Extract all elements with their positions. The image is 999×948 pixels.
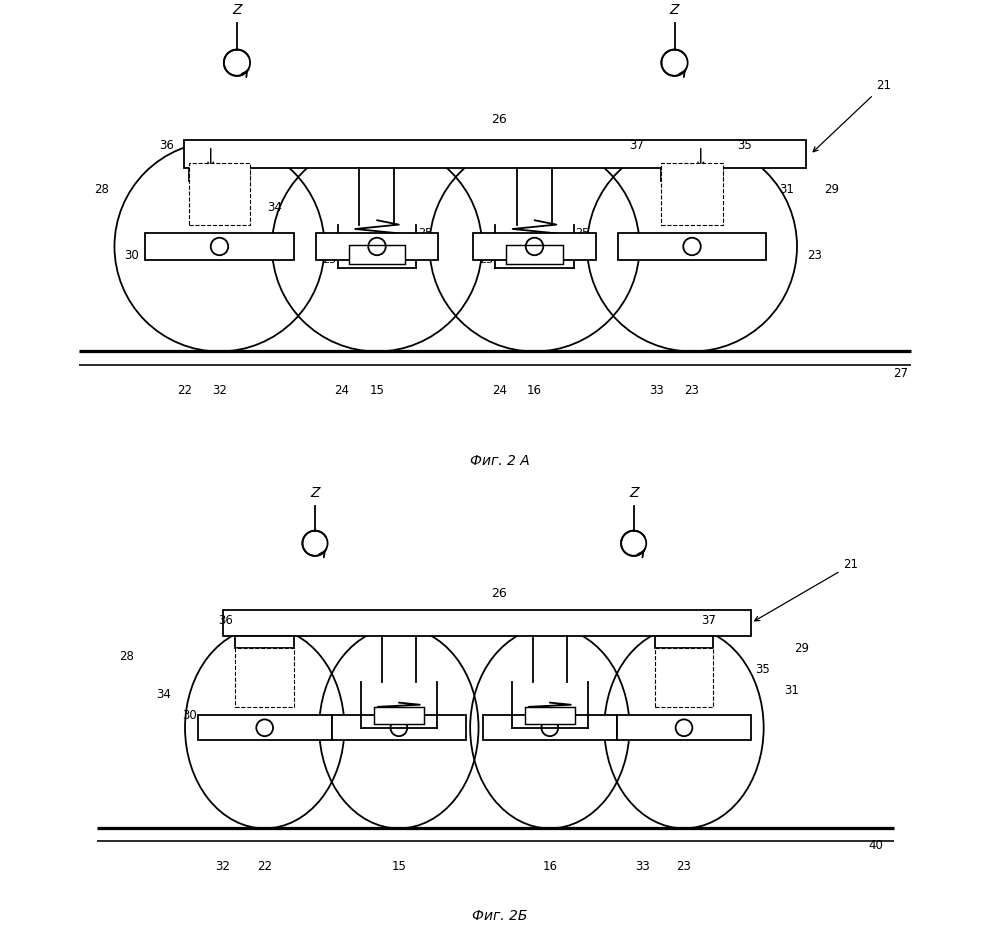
Text: 32: 32 [212, 384, 227, 397]
Text: 31: 31 [784, 684, 799, 697]
Text: 25: 25 [480, 255, 494, 264]
Text: 37: 37 [629, 139, 644, 153]
Bar [374, 707, 424, 723]
Text: 36: 36 [160, 139, 175, 153]
Bar [474, 233, 595, 260]
Text: 29: 29 [824, 183, 839, 196]
Text: 33: 33 [634, 860, 649, 873]
Text: 25: 25 [575, 228, 589, 238]
Text: 29: 29 [794, 642, 809, 655]
Text: 16: 16 [542, 860, 557, 873]
Text: Фиг. 2 А: Фиг. 2 А [470, 454, 529, 468]
Text: 36: 36 [219, 614, 234, 627]
Text: 30: 30 [182, 709, 197, 721]
Bar [506, 245, 563, 264]
Bar [185, 139, 806, 168]
Text: Z: Z [669, 3, 679, 17]
Bar [483, 715, 617, 740]
Bar [236, 648, 294, 707]
Text: 21: 21 [754, 558, 858, 621]
Bar [189, 163, 250, 225]
Text: Z: Z [232, 3, 242, 17]
Text: 33: 33 [649, 384, 664, 397]
Text: Z: Z [311, 485, 320, 500]
Text: 16: 16 [527, 384, 542, 397]
Text: Z: Z [629, 485, 638, 500]
Text: 28: 28 [119, 650, 134, 663]
Bar [617, 233, 766, 260]
Text: 22: 22 [177, 384, 192, 397]
Text: 30: 30 [125, 248, 139, 262]
Bar [654, 648, 713, 707]
Text: 23: 23 [676, 860, 691, 873]
Text: 26: 26 [492, 587, 507, 600]
Text: 31: 31 [779, 183, 794, 196]
Text: 25: 25 [322, 255, 336, 264]
Text: 27: 27 [893, 367, 908, 380]
Bar [349, 245, 406, 264]
Text: Фиг. 2Б: Фиг. 2Б [472, 909, 527, 923]
Bar [236, 635, 294, 648]
Text: 34: 34 [157, 687, 172, 701]
Text: 40: 40 [868, 839, 883, 851]
Text: 22: 22 [257, 860, 272, 873]
Text: 37: 37 [700, 614, 715, 627]
Text: 28: 28 [94, 183, 109, 196]
Bar [223, 611, 751, 635]
Text: 26: 26 [492, 113, 507, 126]
Text: 23: 23 [684, 384, 699, 397]
Bar [316, 233, 439, 260]
Bar [189, 168, 250, 181]
Text: 34: 34 [268, 201, 283, 213]
Text: 35: 35 [755, 663, 770, 676]
Text: 24: 24 [492, 384, 507, 397]
Bar [661, 168, 722, 181]
Text: 23: 23 [807, 248, 822, 262]
Text: 15: 15 [392, 860, 407, 873]
Text: 35: 35 [737, 139, 752, 153]
Text: 21: 21 [813, 79, 891, 152]
Text: 32: 32 [216, 860, 230, 873]
Bar [332, 715, 466, 740]
Text: 24: 24 [335, 384, 350, 397]
Bar [661, 163, 722, 225]
Text: 25: 25 [418, 228, 433, 238]
Bar [654, 635, 713, 648]
Text: 15: 15 [370, 384, 385, 397]
Bar [145, 233, 294, 260]
Bar [617, 715, 751, 740]
Bar [524, 707, 575, 723]
Bar [198, 715, 332, 740]
